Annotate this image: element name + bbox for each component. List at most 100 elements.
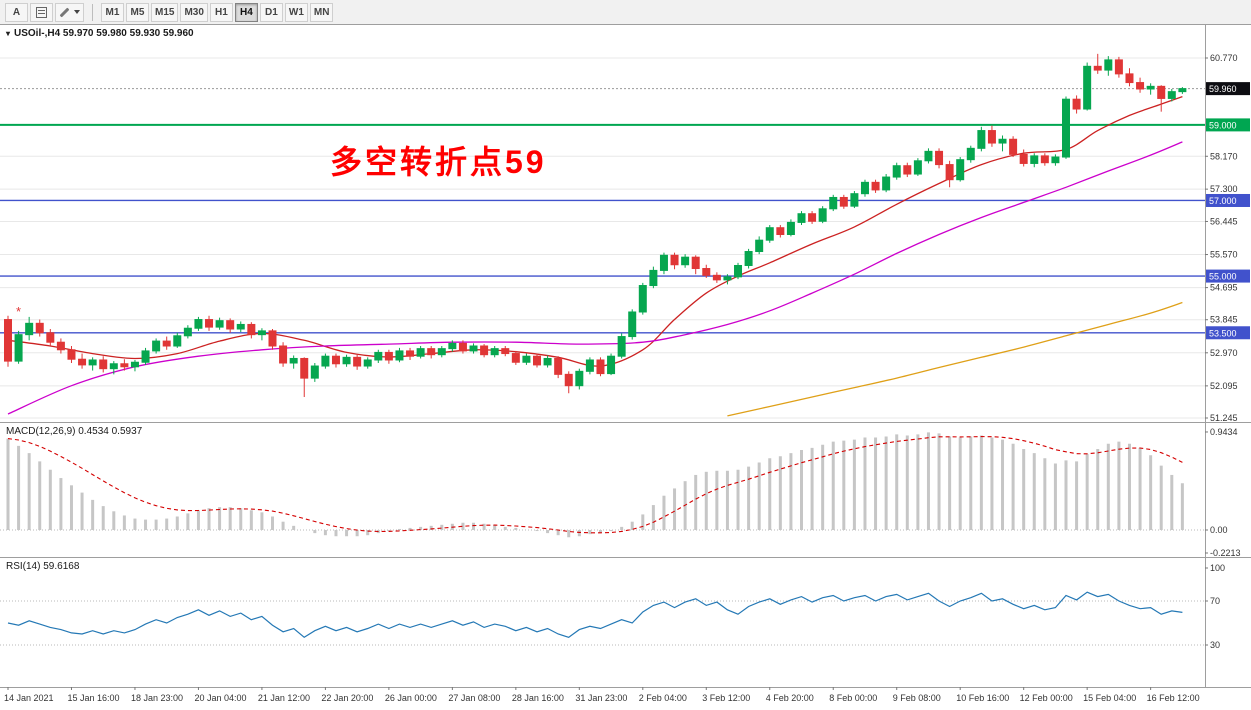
price-axis-label: 58.170 (1210, 151, 1238, 161)
candle-body (88, 359, 97, 366)
pencil-icon (59, 7, 70, 17)
price-level-badge-label: 55.000 (1209, 272, 1237, 282)
timeframe-button-w1[interactable]: W1 (284, 2, 308, 22)
macd-axis-label: 0.9434 (1210, 427, 1238, 437)
candle-body (723, 276, 732, 281)
timeframe-button-m30[interactable]: M30 (180, 2, 208, 22)
candle-body (4, 319, 12, 362)
candle-body (1083, 65, 1092, 110)
candle-body (215, 320, 224, 328)
candle-body (1125, 73, 1134, 84)
draw-tool-button[interactable] (55, 2, 84, 22)
timeframe-button-m15[interactable]: M15 (151, 2, 179, 22)
price-level-badge-label: 59.000 (1209, 120, 1237, 130)
candle-body (1009, 138, 1018, 155)
candle-body (384, 351, 393, 361)
timeframe-button-d1[interactable]: D1 (259, 2, 283, 22)
candle-body (194, 319, 203, 329)
candle-body (342, 356, 351, 365)
price-level-badge (1206, 193, 1250, 207)
candle-body (1114, 59, 1123, 75)
candle-body (1157, 85, 1166, 99)
candle-body (1178, 88, 1187, 93)
candle-body (406, 350, 415, 357)
timeframe-button-mn[interactable]: MN (309, 2, 334, 22)
candle-body (1030, 155, 1039, 164)
candle-body (321, 355, 330, 367)
candle-body (458, 342, 467, 352)
chart-area: * * 60.770 58.170 57.300 56.445 55.570 54.695 53… (0, 25, 1251, 710)
rsi-axis-label: 100 (1210, 563, 1225, 573)
candle-body (522, 355, 531, 363)
candle-body (1062, 98, 1070, 158)
candle-body (628, 311, 637, 338)
candle-body (744, 251, 753, 266)
time-axis-label: 3 Feb 12:00 (702, 693, 750, 703)
candle-body (25, 322, 34, 336)
candle-body (1104, 59, 1113, 71)
candle-body (1146, 85, 1155, 90)
candle-body (247, 323, 256, 336)
text-frame-tool-button[interactable] (30, 2, 53, 22)
time-axis-label: 2 Feb 04:00 (639, 693, 687, 703)
candle-body (956, 159, 965, 181)
time-axis-label: 9 Feb 08:00 (893, 693, 941, 703)
timeframe-button-m1[interactable]: M1 (101, 2, 124, 22)
price-axis-label: 55.570 (1210, 250, 1238, 260)
collapse-triangle-icon[interactable]: ▾ (6, 28, 11, 38)
symbol-ohlc-text: USOil-,H4 59.970 59.980 59.930 59.960 (14, 28, 194, 39)
price-axis-label: 51.245 (1210, 413, 1238, 423)
candle-body (786, 221, 795, 236)
price-axis-label: 56.445 (1210, 216, 1238, 226)
candle-body (205, 319, 214, 328)
candle-body (257, 330, 266, 336)
font-tool-button[interactable]: A (5, 2, 28, 22)
price-axis-label: 57.300 (1210, 184, 1238, 194)
candle-body (353, 356, 362, 367)
letter-a-icon: A (12, 6, 21, 18)
candle-body (607, 355, 616, 375)
candle-body (120, 363, 129, 368)
candle-body (511, 353, 520, 363)
candle-body (554, 357, 563, 375)
trade-marker: * (1074, 96, 1079, 111)
candle-body (935, 150, 944, 166)
candle-body (966, 147, 975, 161)
candle-body (734, 264, 743, 278)
candle-body (173, 335, 182, 347)
candle-body (130, 361, 139, 368)
price-axis-label: 52.095 (1210, 381, 1238, 391)
candle-body (818, 208, 827, 222)
candle-body (765, 227, 774, 241)
candle-body (691, 256, 700, 270)
candle-body (755, 239, 764, 253)
timeframe-button-h1[interactable]: H1 (209, 2, 233, 22)
candle-body (776, 227, 785, 236)
candle-body (374, 351, 383, 361)
time-axis-label: 21 Jan 12:00 (258, 693, 310, 703)
candle-body (490, 348, 499, 356)
candle-body (183, 327, 192, 337)
candle-body (945, 164, 954, 181)
candle-body (141, 350, 150, 363)
timeframe-button-h4[interactable]: H4 (234, 2, 258, 22)
toolbar-separator (92, 3, 93, 21)
price-axis-label: 53.845 (1210, 315, 1238, 325)
candle-body (987, 130, 996, 144)
candle-body (268, 330, 277, 347)
time-axis-label: 20 Jan 04:00 (194, 693, 246, 703)
timeframe-button-m5[interactable]: M5 (126, 2, 149, 22)
candle-body (395, 350, 404, 361)
candle-body (617, 336, 626, 357)
macd-signal-line (7, 436, 1183, 534)
candle-body (331, 355, 340, 365)
rsi-axis-label: 30 (1210, 640, 1220, 650)
candle-body (533, 355, 541, 366)
candle-body (1136, 82, 1145, 90)
time-axis-label: 15 Feb 04:00 (1083, 693, 1136, 703)
candle-body (850, 193, 859, 207)
chart-canvas[interactable]: * * 60.770 58.170 57.300 56.445 55.570 54.695 53… (0, 25, 1251, 710)
candle-body (977, 130, 986, 149)
candle-body (659, 254, 668, 271)
time-axis-label: 18 Jan 23:00 (131, 693, 183, 703)
